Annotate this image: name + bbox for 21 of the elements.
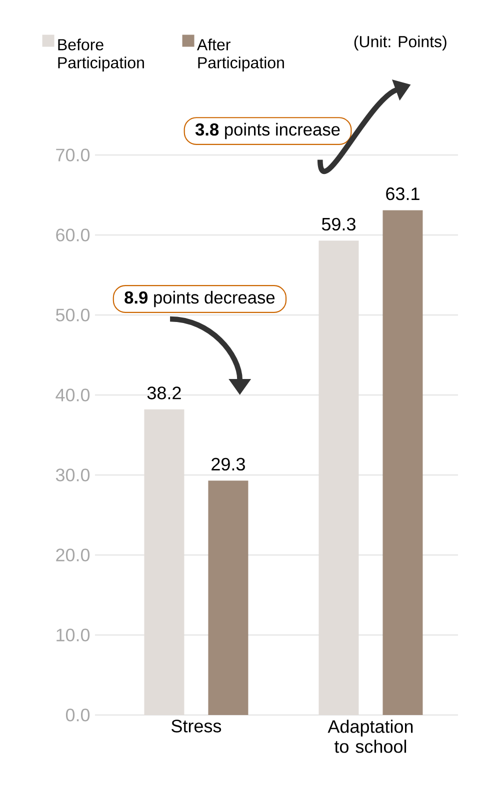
data-label: 59.3 <box>322 218 356 231</box>
data-label: 38.2 <box>147 386 181 400</box>
text: (Unit: Points) <box>354 36 446 50</box>
annotation: 8.9 points decrease <box>124 290 275 308</box>
x-tick-label: Adaptation to school <box>328 720 413 753</box>
data-label: 63.1 <box>386 187 420 200</box>
y-tick-label: 20.0 <box>56 548 90 562</box>
bar <box>382 210 423 715</box>
y-tick-label: 10.0 <box>56 628 90 642</box>
bar <box>208 480 248 715</box>
legend-label: Before Participation <box>58 38 144 72</box>
data-label: 29.3 <box>212 458 245 471</box>
y-tick-label: 60.0 <box>56 228 90 242</box>
legend-label: After Participation <box>196 38 284 72</box>
y-tick-label: 0.0 <box>66 708 90 722</box>
y-tick-label: 70.0 <box>56 148 90 162</box>
y-tick-label: 30.0 <box>56 468 90 482</box>
y-tick-label: 40.0 <box>56 388 90 402</box>
x-tick-label: Stress <box>172 720 222 732</box>
y-tick-label: 50.0 <box>56 308 90 322</box>
text: 3.8 points increase <box>195 122 340 140</box>
